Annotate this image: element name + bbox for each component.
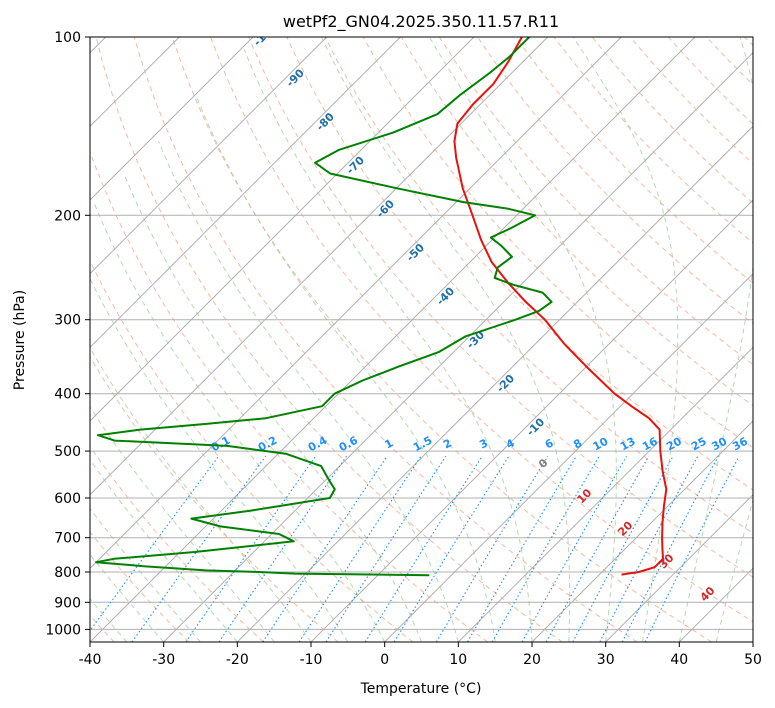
temperature-profile-line <box>453 37 668 576</box>
isotherm-line <box>90 37 549 496</box>
mixing-ratio-line <box>185 455 317 642</box>
mixing-ratio-line <box>90 455 220 632</box>
dry-adiabat-line <box>438 37 753 366</box>
dry-adiabat-line <box>210 37 753 623</box>
x-tick-label: 10 <box>449 652 467 668</box>
x-tick-label: 30 <box>597 652 615 668</box>
mixing-ratio-line <box>218 455 347 642</box>
isotherms <box>90 37 753 642</box>
y-tick-label: 200 <box>54 208 81 224</box>
moist-adiabat-line <box>428 37 617 642</box>
x-axis-label: Temperature (°C) <box>360 681 482 697</box>
mixing-ratio-label: 25 <box>689 435 709 454</box>
isotherm-line <box>310 199 753 642</box>
y-axis-label: Pressure (hPa) <box>12 290 28 390</box>
moist-adiabat-line <box>90 346 312 642</box>
y-axis-ticks: 100 200 300 400 500 600 700 800 900 1000 <box>45 30 90 638</box>
adiabat-value-label: -100 <box>251 20 280 49</box>
moist-adiabat-line <box>90 597 128 642</box>
moist-adiabat-line <box>123 173 422 642</box>
mixing-ratio-line <box>393 455 510 642</box>
dry-adiabat-line <box>95 37 563 642</box>
moist-adiabat-line <box>90 458 238 642</box>
plot-area: 0.10.20.40.611.52346810131620253036-100-… <box>90 20 753 642</box>
isotherm-line <box>90 37 254 201</box>
isotherm-line <box>90 37 401 349</box>
mixing-ratio-label: 10 <box>591 435 611 454</box>
y-tick-label: 500 <box>54 444 81 460</box>
isotherm-line <box>384 272 753 642</box>
x-tick-label: 40 <box>670 652 688 668</box>
dry-adiabats <box>90 37 753 642</box>
x-tick-label: -10 <box>300 652 323 668</box>
isotherm-line <box>90 37 696 642</box>
x-tick-label: -40 <box>79 652 102 668</box>
isotherm-line <box>163 51 753 642</box>
x-tick-label: -30 <box>152 652 175 668</box>
y-tick-label: 700 <box>54 531 81 547</box>
isotherm-line <box>90 37 328 275</box>
moist-adiabat-line <box>93 201 386 642</box>
chart-title: wetPf2_GN04.2025.350.11.57.R11 <box>283 12 559 32</box>
dry-adiabat-line <box>133 37 638 642</box>
plot-frame <box>89 36 754 643</box>
mixing-ratio-label: 30 <box>710 435 730 454</box>
dewpoint-profile-line <box>95 37 553 577</box>
y-tick-label: 1000 <box>45 622 81 638</box>
y-tick-label: 300 <box>54 313 81 329</box>
moist-adiabat-line <box>195 94 496 642</box>
dry-adiabat-line <box>90 445 264 642</box>
mixing-ratio-line <box>131 455 267 642</box>
x-axis-ticks: -40 -30 -20 -10 0 10 20 30 40 50 <box>79 642 762 668</box>
x-tick-label: 20 <box>523 652 541 668</box>
dry-adiabat-line <box>248 37 753 578</box>
isotherm-line <box>90 37 622 570</box>
dry-adiabat-line <box>400 37 753 407</box>
dry-adiabat-line <box>515 37 753 284</box>
y-tick-label: 600 <box>54 491 81 507</box>
x-tick-label: -20 <box>226 652 249 668</box>
mixing-ratio-label: 13 <box>618 435 638 454</box>
mixing-ratio-line <box>521 455 627 642</box>
y-tick-label: 800 <box>54 565 81 581</box>
x-tick-label: 0 <box>380 652 389 668</box>
mixing-ratio-line <box>545 455 650 642</box>
mixing-ratio-line <box>262 455 388 642</box>
dry-adiabat-line <box>171 37 712 642</box>
mixing-ratio-label: 20 <box>664 435 684 454</box>
isotherm-line <box>531 420 753 642</box>
isotherm-line <box>605 493 753 642</box>
y-tick-label: 900 <box>54 595 81 611</box>
y-tick-label: 100 <box>54 30 81 46</box>
dry-adiabat-line <box>90 150 488 642</box>
moist-adiabat-line <box>243 49 533 642</box>
moist-adiabat-line <box>321 37 571 642</box>
isotherm-line <box>90 37 475 422</box>
mixing-ratio-label: 16 <box>640 435 660 454</box>
isotherm-line <box>236 125 753 642</box>
sounding-series <box>95 37 668 577</box>
y-tick-label: 400 <box>54 387 81 403</box>
mixing-ratio-line <box>467 455 577 642</box>
isotherm-line <box>457 346 753 642</box>
mixing-ratio-line <box>435 455 549 642</box>
mixing-ratio-lines <box>90 455 740 642</box>
dry-adiabat-line <box>90 356 339 642</box>
mixing-ratio-label: 36 <box>730 435 750 454</box>
x-tick-label: 50 <box>744 652 762 668</box>
mixing-ratio-line <box>644 455 740 642</box>
dry-adiabat-line <box>90 531 190 642</box>
